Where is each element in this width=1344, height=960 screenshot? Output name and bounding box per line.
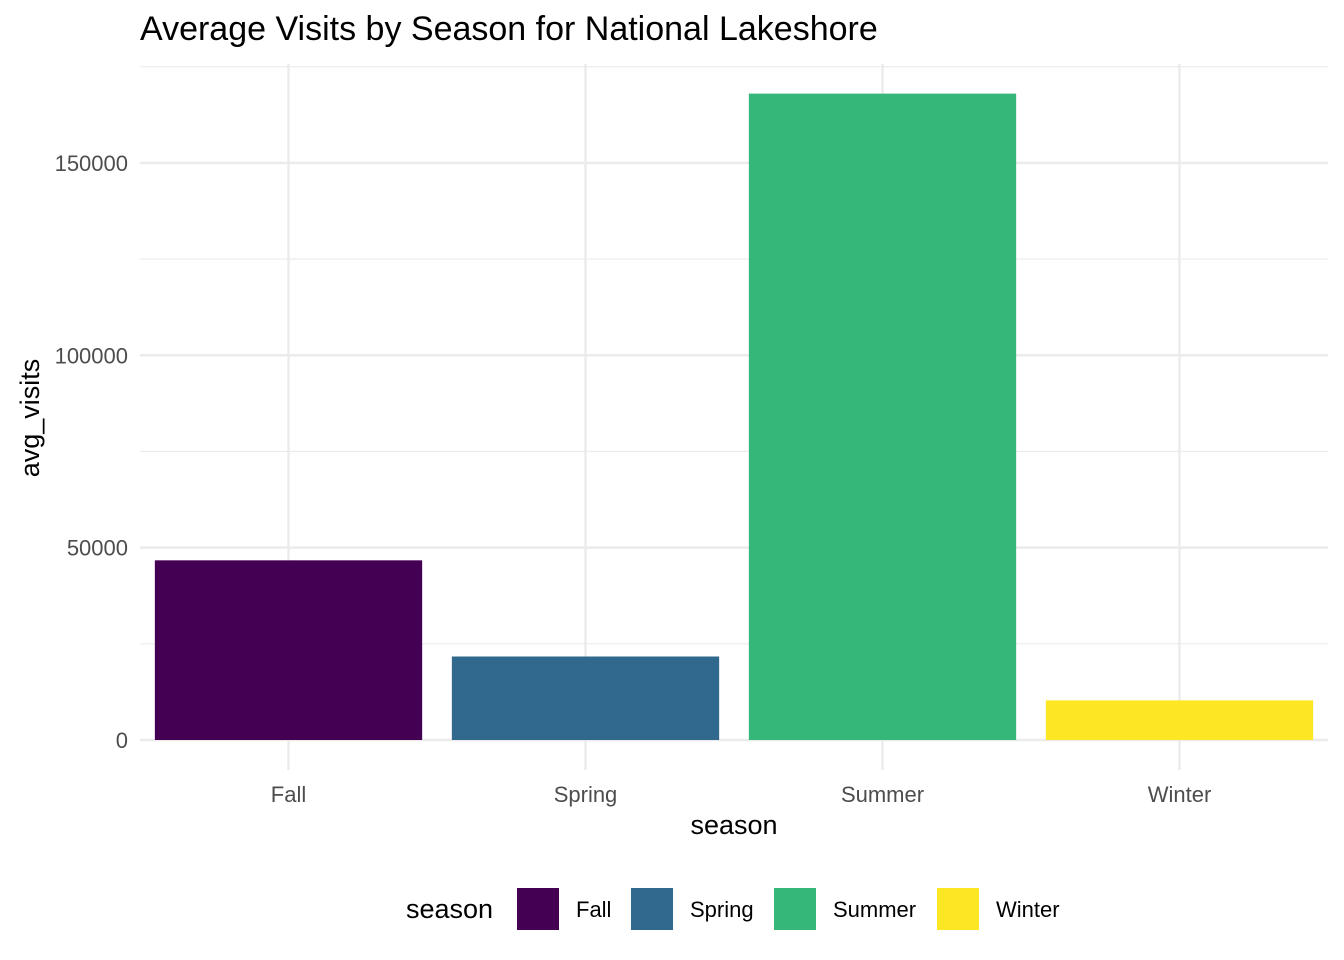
y-tick-label: 100000 — [55, 343, 128, 368]
x-tick-label: Spring — [554, 782, 618, 807]
legend-label: Spring — [690, 897, 754, 922]
legend-key-winter — [937, 888, 979, 930]
bar-summer — [748, 93, 1017, 741]
x-tick-label: Winter — [1148, 782, 1212, 807]
x-tick-label: Fall — [271, 782, 306, 807]
legend-label: Summer — [833, 897, 916, 922]
bars — [154, 93, 1314, 741]
x-axis-title: season — [690, 810, 777, 840]
y-axis-title: avg_visits — [15, 359, 45, 478]
bar-spring — [451, 656, 720, 740]
legend-title: season — [406, 894, 493, 924]
bar-winter — [1045, 700, 1314, 740]
legend-key-summer — [774, 888, 816, 930]
legend-label: Fall — [576, 897, 611, 922]
legend-key-fall — [517, 888, 559, 930]
bar-fall — [154, 560, 423, 740]
chart-title: Average Visits by Season for National La… — [140, 10, 878, 48]
legend-label: Winter — [996, 897, 1060, 922]
y-tick-label: 0 — [116, 728, 128, 753]
legend-key-spring — [631, 888, 673, 930]
y-tick-label: 150000 — [55, 151, 128, 176]
y-tick-label: 50000 — [67, 536, 128, 561]
legend: season Fall Spring Summer Winter — [406, 888, 1060, 930]
x-axis-ticks: Fall Spring Summer Winter — [271, 782, 1212, 807]
x-tick-label: Summer — [841, 782, 924, 807]
y-axis-ticks: 0 50000 100000 150000 — [55, 151, 128, 753]
